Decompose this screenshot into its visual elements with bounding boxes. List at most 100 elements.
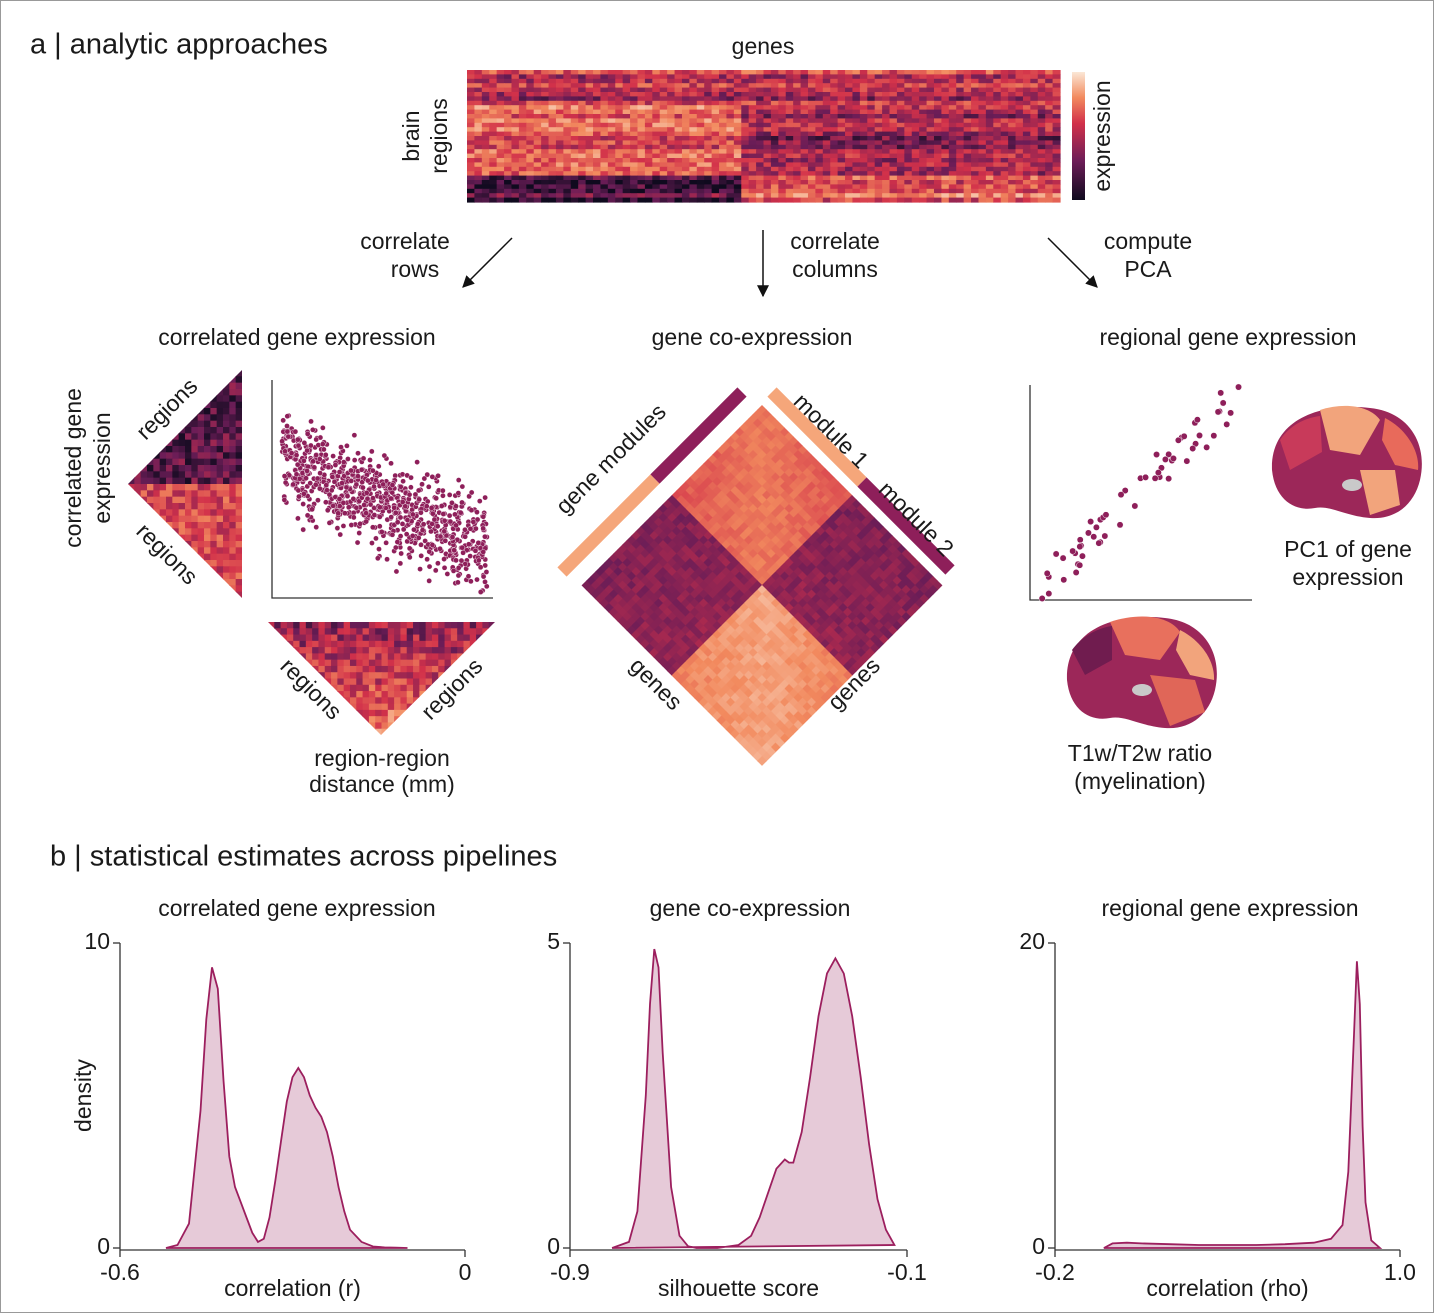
heatmap-cell [179, 497, 186, 504]
heatmap-cell [350, 647, 357, 654]
heatmap-cell [223, 535, 230, 542]
heatmap-cell [350, 666, 357, 673]
heatmap-cell [526, 83, 534, 88]
heatmap-cell [563, 74, 571, 79]
heatmap-cell [615, 79, 623, 84]
heatmap-cell [426, 641, 433, 648]
heatmap-cell [482, 685, 489, 692]
heatmap-cell [645, 70, 653, 75]
heatmap-cell [318, 622, 325, 629]
heatmap-cell [1030, 149, 1038, 154]
heatmap-cell [667, 184, 675, 189]
heatmap-cell [964, 132, 972, 137]
heatmap-cell [482, 167, 490, 172]
heatmap-cell [756, 96, 764, 101]
heatmap-cell [741, 149, 749, 154]
heatmap-cell [210, 478, 217, 485]
heatmap-cell [236, 452, 243, 459]
heatmap-cell [719, 123, 727, 128]
heatmap-cell [600, 114, 608, 119]
heatmap-cell [578, 162, 586, 167]
heatmap-cell [1016, 74, 1024, 79]
heatmap-cell [993, 154, 1001, 159]
heatmap-cell [210, 471, 217, 478]
heatmap-cell [382, 691, 389, 698]
heatmap-cell [394, 647, 401, 654]
heatmap-cell [274, 635, 281, 642]
heatmap-cell [526, 140, 534, 145]
heatmap-cell [1023, 123, 1031, 128]
heatmap-cell [897, 140, 905, 145]
heatmap-cell [318, 653, 325, 660]
heatmap-cell [331, 666, 338, 673]
heatmap-cell [236, 383, 243, 390]
heatmap-cell [756, 189, 764, 194]
decor-point [304, 468, 309, 473]
decor-point [286, 434, 291, 439]
heatmap-cell [704, 136, 712, 141]
decor-point [389, 515, 394, 520]
heatmap-cell [426, 666, 433, 673]
heatmap-cell [153, 459, 160, 466]
heatmap-cell [771, 74, 779, 79]
heatmap-cell [645, 136, 653, 141]
heatmap-cell [734, 96, 742, 101]
heatmap-cell [166, 522, 173, 529]
heatmap-cell [704, 132, 712, 137]
heatmap-cell [704, 171, 712, 176]
figure: a | analytic approaches genes brain regi… [0, 0, 1434, 1313]
heatmap-cell [749, 110, 757, 115]
heatmap-cell [526, 79, 534, 84]
heatmap-cell [375, 685, 382, 692]
heatmap-cell [482, 149, 490, 154]
heatmap-cell [400, 679, 407, 686]
heatmap-cell [978, 136, 986, 141]
heatmap-cell [578, 189, 586, 194]
heatmap-cell [325, 672, 332, 679]
decor-point [468, 526, 473, 531]
heatmap-cell [682, 162, 690, 167]
heatmap-cell [388, 722, 395, 729]
heatmap-cell [808, 132, 816, 137]
heatmap-cell [571, 180, 579, 185]
heatmap-cell [1030, 118, 1038, 123]
heatmap-cell [578, 171, 586, 176]
heatmap-cell [919, 110, 927, 115]
decor-point [358, 521, 363, 526]
heatmap-cell [369, 635, 376, 642]
heatmap-cell [756, 92, 764, 97]
heatmap-cell [1016, 110, 1024, 115]
heatmap-cell [778, 198, 786, 203]
heatmap-cell [325, 641, 332, 648]
heatmap-cell [904, 127, 912, 132]
heatmap-cell [350, 628, 357, 635]
heatmap-cell [549, 114, 557, 119]
heatmap-cell [504, 110, 512, 115]
heatmap-cell [845, 154, 853, 159]
heatmap-cell [778, 132, 786, 137]
heatmap-cell [388, 704, 395, 711]
decor-point [400, 479, 405, 484]
heatmap-cell [734, 184, 742, 189]
heatmap-cell [467, 74, 475, 79]
heatmap-cell [497, 132, 505, 137]
heatmap-cell [482, 92, 490, 97]
heatmap-cell [689, 176, 697, 181]
heatmap-cell [867, 149, 875, 154]
heatmap-cell [497, 136, 505, 141]
heatmap-cell [476, 635, 483, 642]
heatmap-cell [497, 114, 505, 119]
heatmap-cell [741, 162, 749, 167]
heatmap-cell [734, 110, 742, 115]
heatmap-cell [964, 154, 972, 159]
heatmap-cell [204, 516, 211, 523]
heatmap-cell [786, 145, 794, 150]
heatmap-cell [927, 96, 935, 101]
heatmap-cell [675, 184, 683, 189]
heatmap-cell [394, 722, 401, 729]
heatmap-cell [756, 127, 764, 132]
heatmap-cell [489, 83, 497, 88]
heatmap-cell [363, 647, 370, 654]
heatmap-cell [356, 628, 363, 635]
heatmap-cell [563, 193, 571, 198]
